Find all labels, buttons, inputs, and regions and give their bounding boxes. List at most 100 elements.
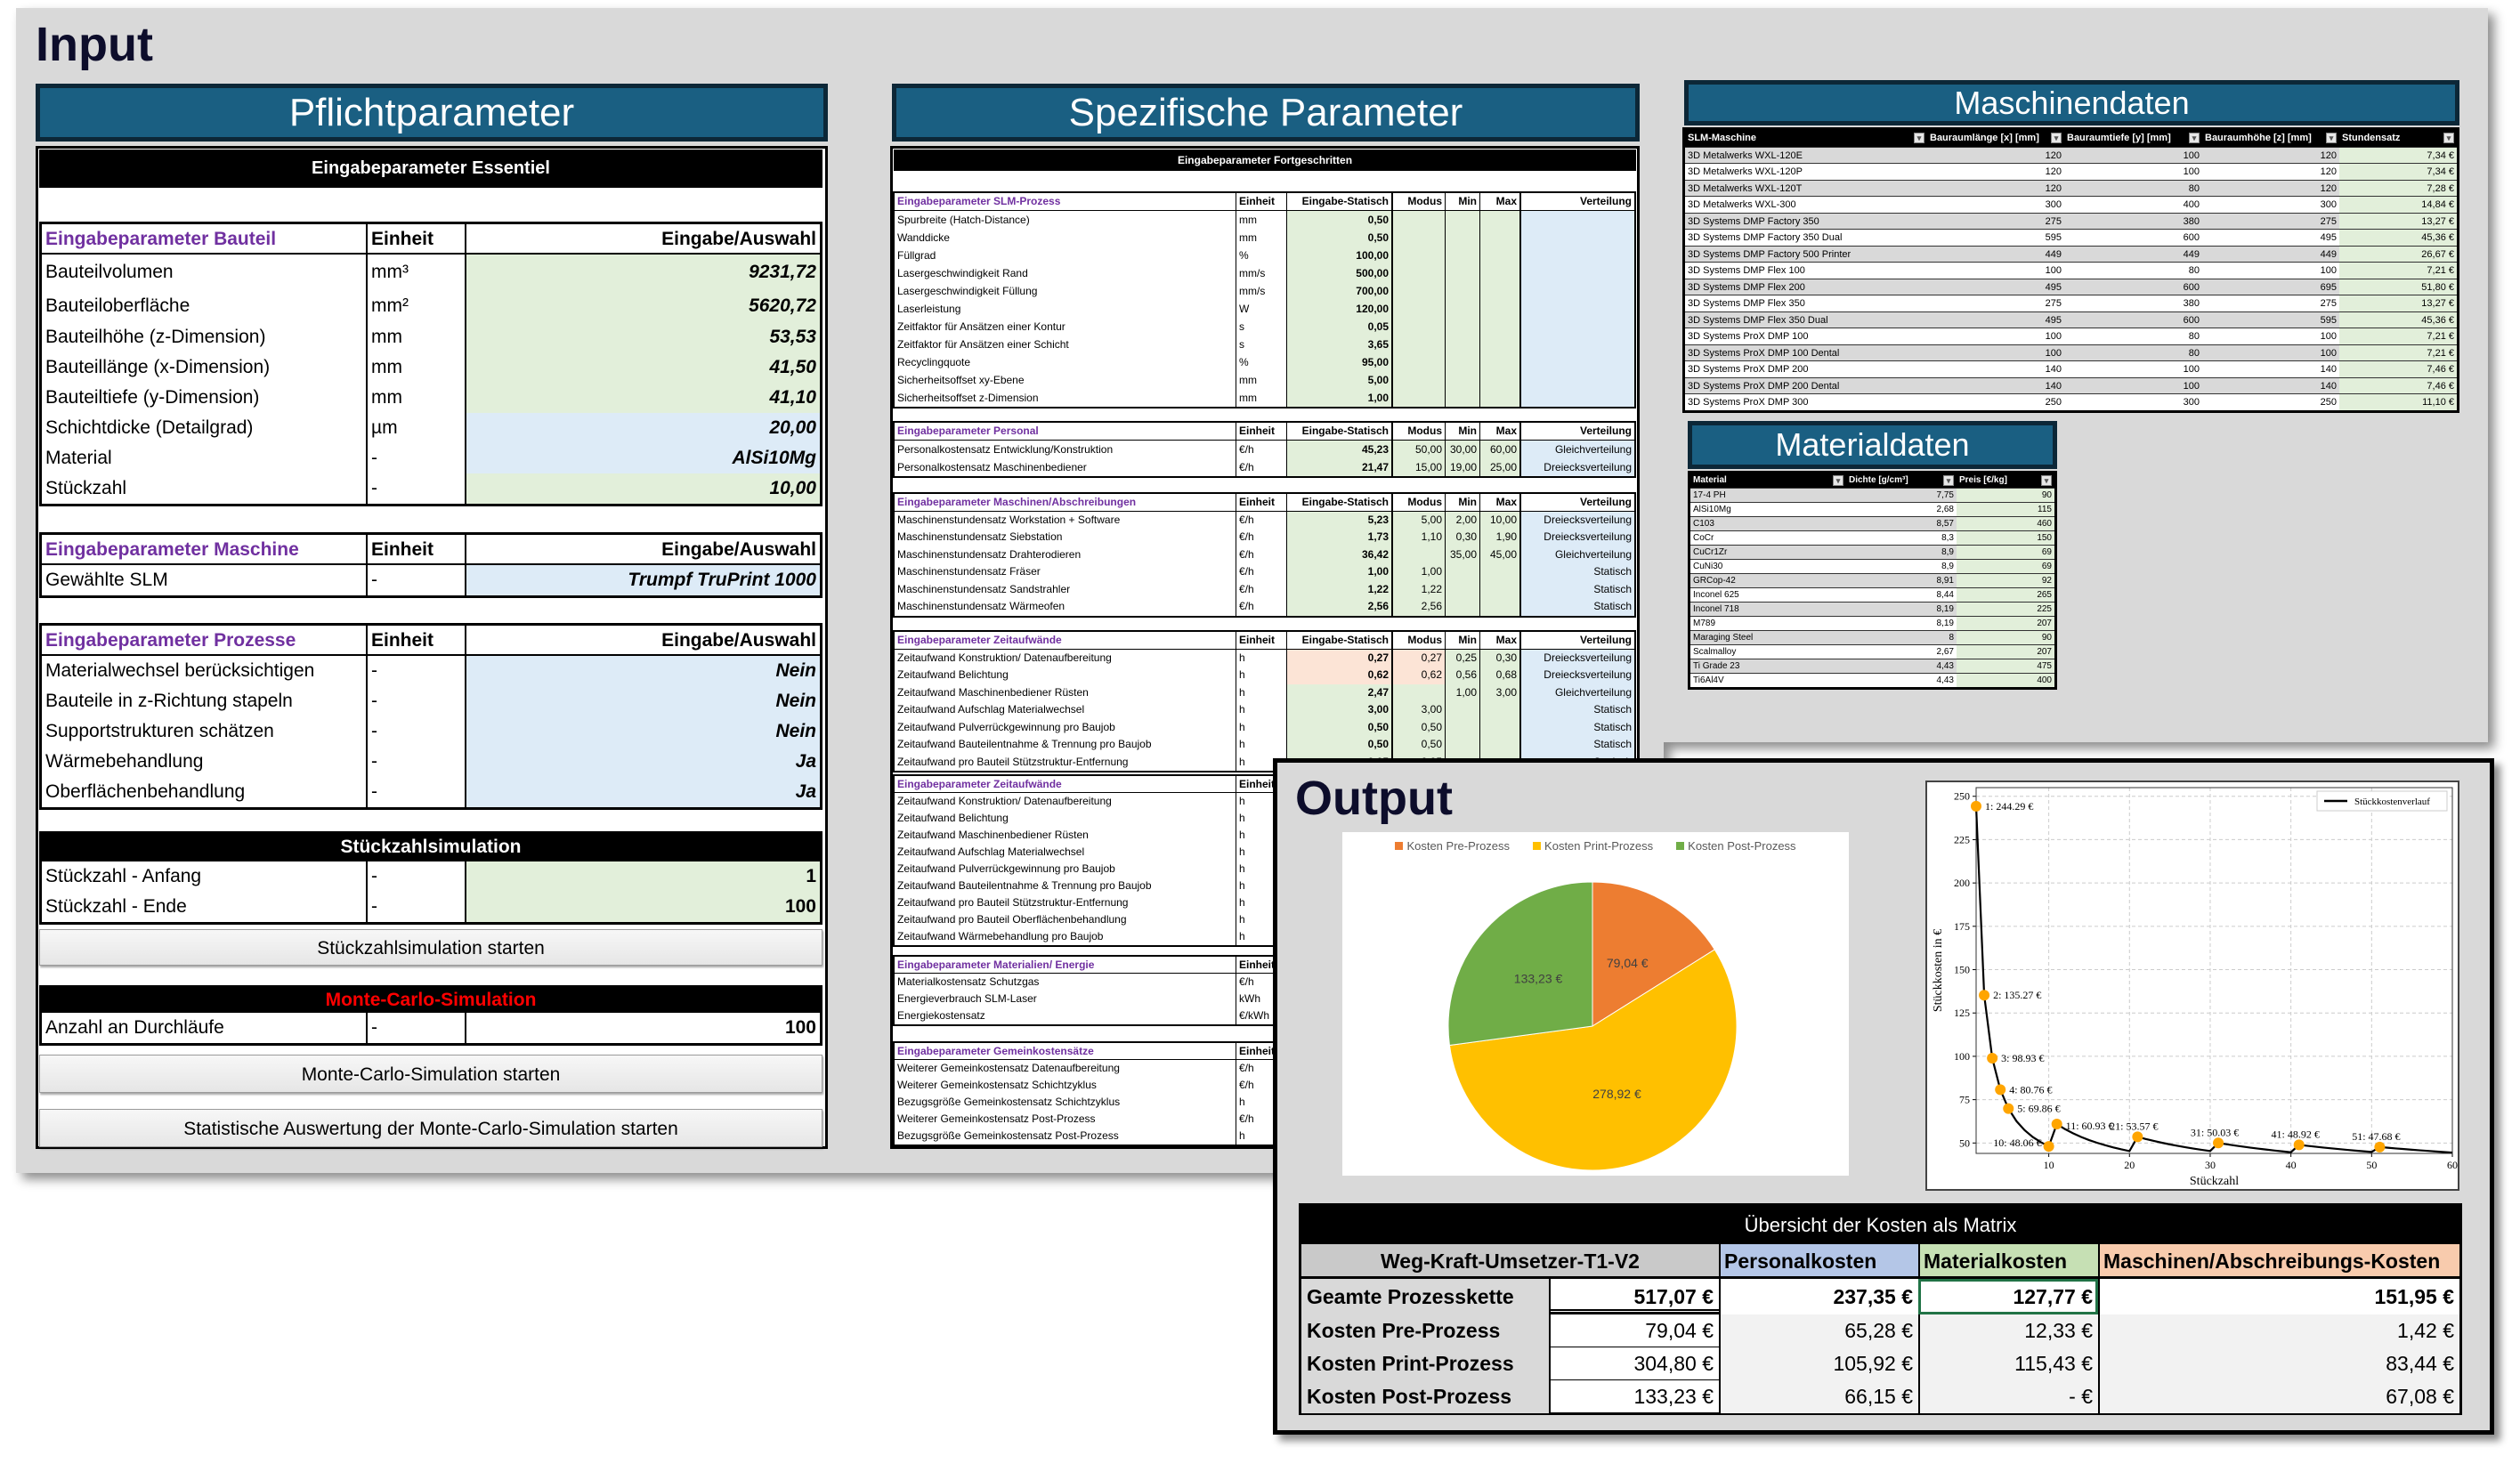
min-input[interactable] xyxy=(1445,736,1479,754)
value-input[interactable]: AlSi10Mg xyxy=(465,443,820,473)
max-input[interactable]: 10,00 xyxy=(1479,511,1519,529)
max-input[interactable] xyxy=(1479,229,1519,247)
max-input[interactable]: 1,90 xyxy=(1479,529,1519,546)
matrix-cell[interactable]: 127,77 € xyxy=(1918,1279,2098,1314)
mode-input[interactable]: 50,00 xyxy=(1391,441,1445,458)
distribution-select[interactable]: Gleichverteilung xyxy=(1519,683,1634,701)
min-input[interactable] xyxy=(1445,282,1479,300)
value-input[interactable]: Nein xyxy=(465,686,820,716)
filter-dropdown-icon[interactable]: ▾ xyxy=(1833,475,1843,486)
max-input[interactable]: 25,00 xyxy=(1479,458,1519,476)
distribution-select[interactable] xyxy=(1519,371,1634,389)
min-input[interactable]: 2,00 xyxy=(1445,511,1479,529)
mode-input[interactable]: 0,50 xyxy=(1391,736,1445,754)
max-input[interactable]: 0,30 xyxy=(1479,649,1519,667)
mode-input[interactable]: 0,62 xyxy=(1391,667,1445,684)
static-input[interactable]: 5,00 xyxy=(1286,371,1391,389)
static-input[interactable]: 0,50 xyxy=(1286,229,1391,247)
max-input[interactable] xyxy=(1479,580,1519,598)
static-input[interactable]: 0,50 xyxy=(1286,211,1391,229)
distribution-select[interactable]: Gleichverteilung xyxy=(1519,441,1634,458)
mode-input[interactable]: 1,22 xyxy=(1391,580,1445,598)
max-input[interactable] xyxy=(1479,371,1519,389)
static-input[interactable]: 700,00 xyxy=(1286,282,1391,300)
max-input[interactable] xyxy=(1479,563,1519,581)
min-input[interactable] xyxy=(1445,389,1479,407)
distribution-select[interactable]: Dreiecksverteilung xyxy=(1519,529,1634,546)
mode-input[interactable]: 0,27 xyxy=(1391,649,1445,667)
distribution-select[interactable] xyxy=(1519,247,1634,264)
mode-input[interactable]: 1,00 xyxy=(1391,563,1445,581)
distribution-select[interactable] xyxy=(1519,211,1634,229)
distribution-select[interactable] xyxy=(1519,336,1634,353)
static-input[interactable]: 1,73 xyxy=(1286,529,1391,546)
static-input[interactable]: 500,00 xyxy=(1286,264,1391,282)
min-input[interactable] xyxy=(1445,718,1479,736)
min-input[interactable] xyxy=(1445,247,1479,264)
static-input[interactable]: 0,05 xyxy=(1286,318,1391,336)
filter-dropdown-icon[interactable]: ▾ xyxy=(1914,133,1924,144)
filter-dropdown-icon[interactable]: ▾ xyxy=(2443,133,2454,144)
min-input[interactable]: 0,30 xyxy=(1445,529,1479,546)
matrix-cell[interactable]: 65,28 € xyxy=(1719,1314,1918,1347)
value-input[interactable]: 41,10 xyxy=(465,383,820,413)
matrix-cell[interactable]: 237,35 € xyxy=(1719,1279,1918,1314)
matrix-cell[interactable]: 115,43 € xyxy=(1918,1347,2098,1380)
matrix-cell[interactable]: 151,95 € xyxy=(2098,1279,2459,1314)
mode-input[interactable]: 15,00 xyxy=(1391,458,1445,476)
mode-input[interactable] xyxy=(1391,211,1445,229)
value-input[interactable]: Ja xyxy=(465,747,820,777)
distribution-select[interactable]: Gleichverteilung xyxy=(1519,546,1634,563)
min-input[interactable]: 19,00 xyxy=(1445,458,1479,476)
monte-carlo-start-button[interactable]: Monte-Carlo-Simulation starten xyxy=(39,1055,822,1093)
min-input[interactable] xyxy=(1445,598,1479,616)
max-input[interactable] xyxy=(1479,264,1519,282)
min-input[interactable] xyxy=(1445,353,1479,371)
distribution-select[interactable]: Statisch xyxy=(1519,718,1634,736)
mode-input[interactable] xyxy=(1391,318,1445,336)
min-input[interactable] xyxy=(1445,300,1479,318)
matrix-cell[interactable]: 1,42 € xyxy=(2098,1314,2459,1347)
distribution-select[interactable] xyxy=(1519,282,1634,300)
mode-input[interactable] xyxy=(1391,683,1445,701)
max-input[interactable] xyxy=(1479,598,1519,616)
min-input[interactable]: 0,56 xyxy=(1445,667,1479,684)
static-input[interactable]: 95,00 xyxy=(1286,353,1391,371)
static-input[interactable]: 0,50 xyxy=(1286,736,1391,754)
matrix-cell[interactable]: 12,33 € xyxy=(1918,1314,2098,1347)
distribution-select[interactable]: Statisch xyxy=(1519,563,1634,581)
distribution-select[interactable]: Dreiecksverteilung xyxy=(1519,511,1634,529)
mode-input[interactable] xyxy=(1391,336,1445,353)
mode-input[interactable]: 3,00 xyxy=(1391,701,1445,719)
distribution-select[interactable] xyxy=(1519,353,1634,371)
value-input[interactable]: Ja xyxy=(465,777,820,807)
max-input[interactable]: 60,00 xyxy=(1479,441,1519,458)
static-input[interactable]: 1,22 xyxy=(1286,580,1391,598)
max-input[interactable] xyxy=(1479,282,1519,300)
filter-dropdown-icon[interactable]: ▾ xyxy=(2326,133,2337,144)
min-input[interactable] xyxy=(1445,318,1479,336)
static-input[interactable]: 0,62 xyxy=(1286,667,1391,684)
max-input[interactable]: 0,68 xyxy=(1479,667,1519,684)
value-input[interactable]: 9231,72 xyxy=(465,255,820,288)
static-input[interactable]: 36,42 xyxy=(1286,546,1391,563)
matrix-cell[interactable]: 105,92 € xyxy=(1719,1347,1918,1380)
distribution-select[interactable] xyxy=(1519,229,1634,247)
distribution-select[interactable] xyxy=(1519,300,1634,318)
min-input[interactable] xyxy=(1445,701,1479,719)
mode-input[interactable] xyxy=(1391,389,1445,407)
mode-input[interactable] xyxy=(1391,264,1445,282)
static-input[interactable]: 3,65 xyxy=(1286,336,1391,353)
min-input[interactable] xyxy=(1445,336,1479,353)
mode-input[interactable] xyxy=(1391,546,1445,563)
min-input[interactable] xyxy=(1445,580,1479,598)
matrix-cell[interactable]: 66,15 € xyxy=(1719,1380,1918,1413)
static-input[interactable]: 2,47 xyxy=(1286,683,1391,701)
filter-dropdown-icon[interactable]: ▾ xyxy=(1943,475,1954,486)
max-input[interactable] xyxy=(1479,718,1519,736)
static-input[interactable]: 45,23 xyxy=(1286,441,1391,458)
value-input[interactable]: 100 xyxy=(465,892,820,922)
matrix-cell[interactable]: 83,44 € xyxy=(2098,1347,2459,1380)
mode-input[interactable] xyxy=(1391,353,1445,371)
mode-input[interactable] xyxy=(1391,371,1445,389)
